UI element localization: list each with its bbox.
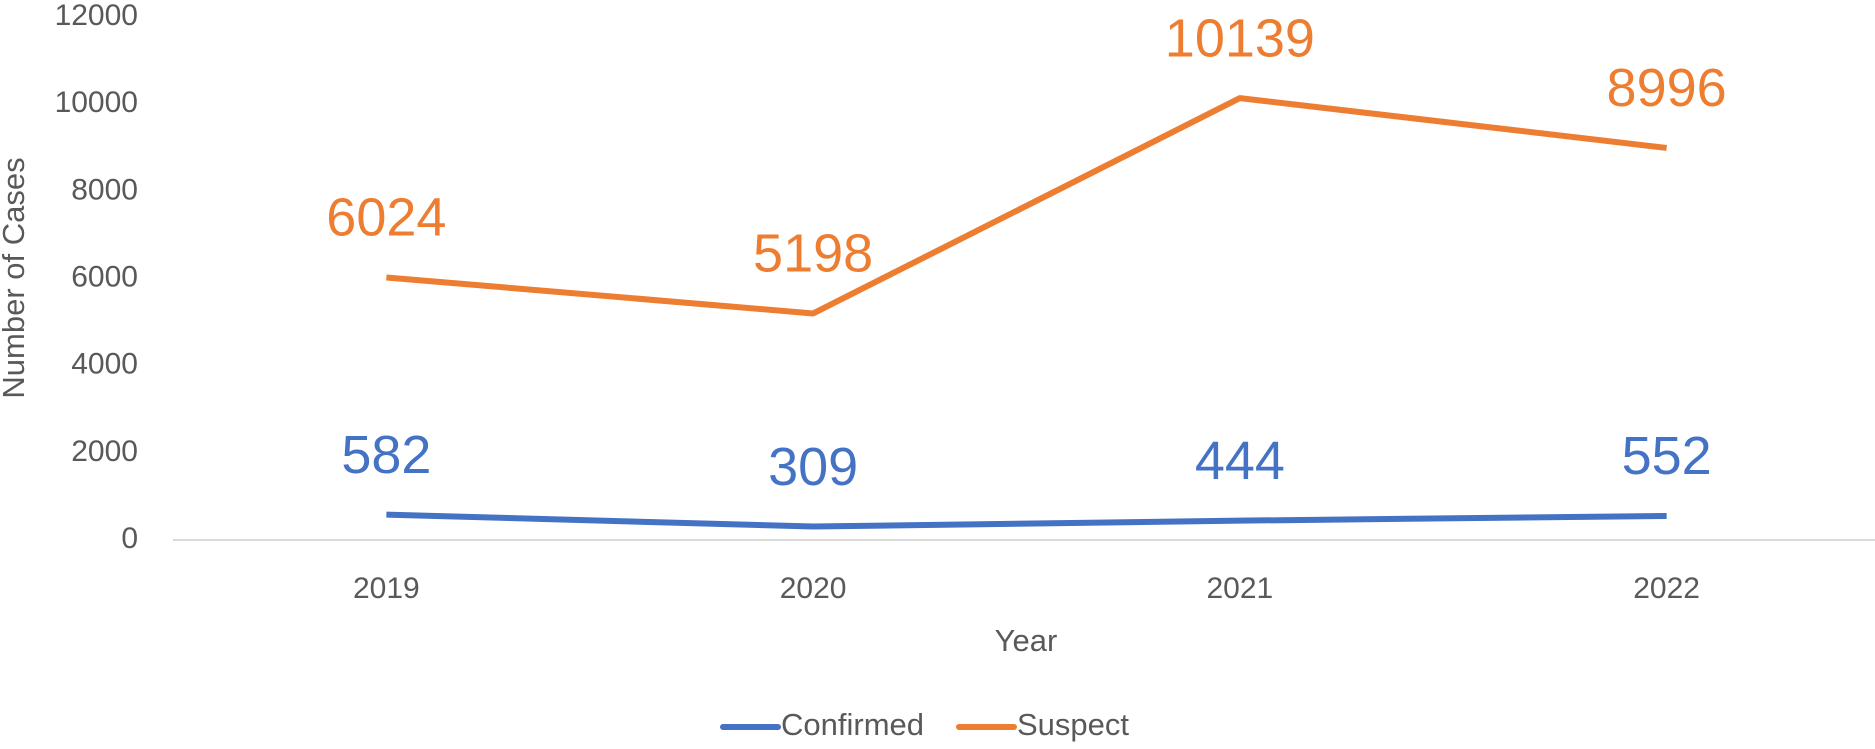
y-tick-label: 10000 [55,86,138,119]
series-line [386,511,1667,530]
data-label: 6024 [326,188,446,248]
y-tick-label: 4000 [71,348,138,381]
x-tick-label: 2021 [1207,572,1274,605]
data-label: 552 [1622,426,1712,486]
data-label: 444 [1195,431,1285,491]
data-label: 8996 [1607,58,1727,118]
data-label: 582 [341,425,431,485]
data-label: 10139 [1165,8,1315,68]
data-label: 309 [768,437,858,497]
y-tick-label: 8000 [71,173,138,206]
x-axis-title: Year [995,623,1058,658]
legend-label: Confirmed [781,707,924,742]
y-tick-label: 0 [121,522,138,555]
data-label: 5198 [753,224,873,284]
x-tick-label: 2020 [780,572,847,605]
y-tick-label: 12000 [55,0,138,32]
y-tick-label: 2000 [71,435,138,468]
series-line [386,95,1667,317]
x-tick-label: 2019 [353,572,420,605]
y-axis-title: Number of Cases [0,157,31,398]
legend-label: Suspect [1017,707,1129,742]
x-tick-label: 2022 [1633,572,1700,605]
y-tick-label: 6000 [71,260,138,293]
